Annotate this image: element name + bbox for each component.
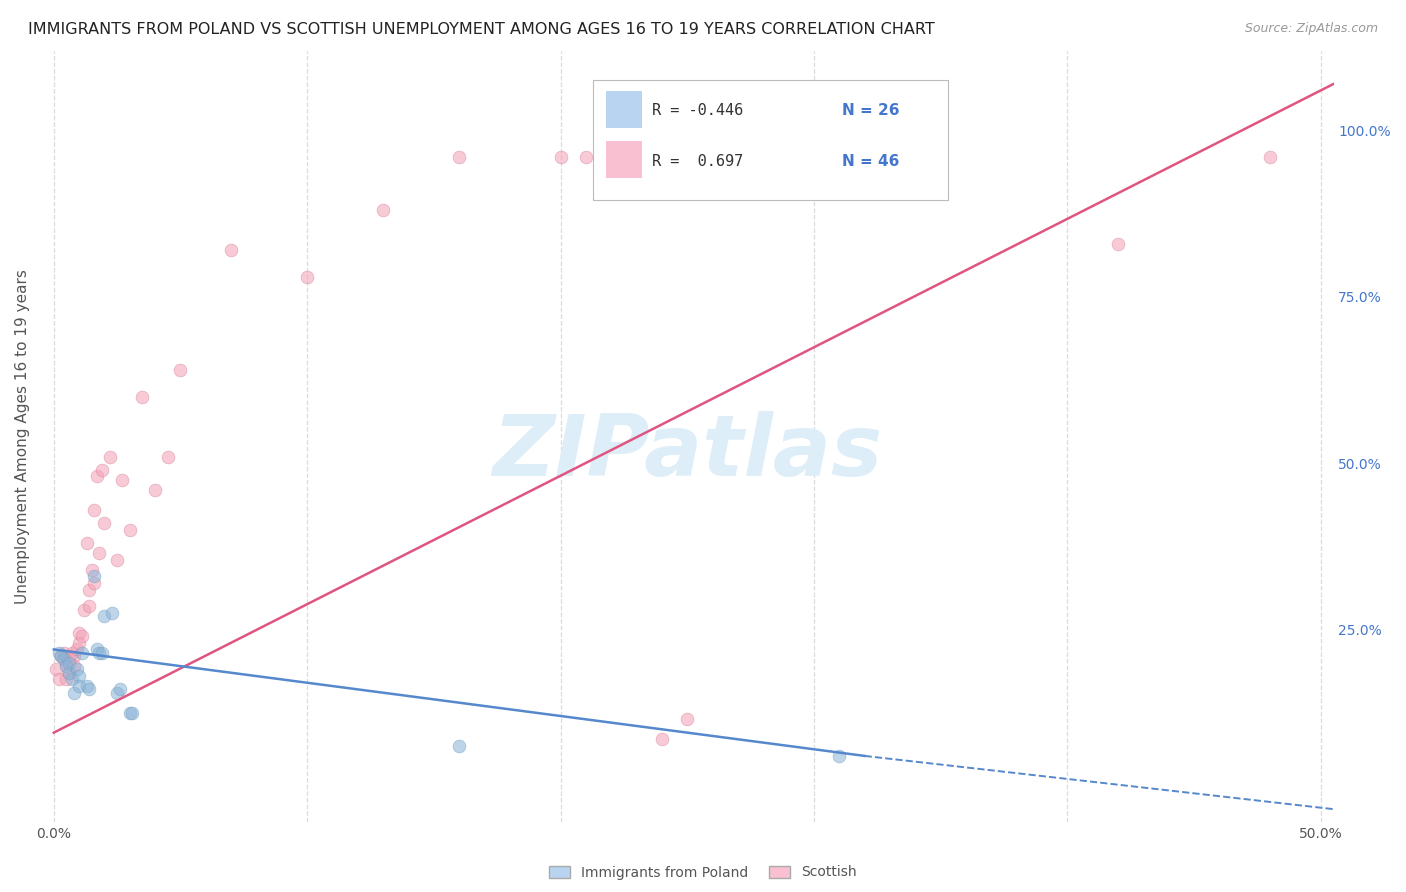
Point <box>121 706 143 720</box>
Point <box>67 625 90 640</box>
Point <box>52 652 75 666</box>
Point <box>143 483 166 497</box>
Point <box>651 732 673 747</box>
Point <box>295 269 318 284</box>
Point <box>60 646 83 660</box>
Point <box>48 646 70 660</box>
Point <box>111 473 134 487</box>
Point <box>89 646 111 660</box>
Point <box>101 606 124 620</box>
Point <box>626 150 648 164</box>
Y-axis label: Unemployment Among Ages 16 to 19 years: Unemployment Among Ages 16 to 19 years <box>15 269 30 604</box>
Point <box>131 390 153 404</box>
Point <box>77 599 100 614</box>
Point <box>58 665 80 680</box>
Point <box>676 712 699 726</box>
Point <box>373 203 395 218</box>
Point <box>58 656 80 670</box>
Point <box>93 609 115 624</box>
Point <box>108 682 131 697</box>
Point <box>105 552 128 566</box>
Point <box>76 679 98 693</box>
Point <box>51 649 73 664</box>
Point <box>58 665 80 680</box>
Bar <box>606 141 643 178</box>
Point <box>118 523 141 537</box>
Point <box>77 582 100 597</box>
Point <box>80 563 103 577</box>
Point <box>45 662 67 676</box>
Point <box>1107 236 1129 251</box>
Legend: Immigrants from Poland, Scottish: Immigrants from Poland, Scottish <box>544 860 862 885</box>
Point <box>58 652 80 666</box>
Point <box>77 682 100 697</box>
Point <box>63 649 86 664</box>
Point <box>93 516 115 530</box>
Point <box>90 463 112 477</box>
Point <box>575 150 598 164</box>
Point <box>60 673 83 687</box>
Point <box>118 706 141 720</box>
Point <box>55 656 77 670</box>
Point <box>89 546 111 560</box>
Text: N = 26: N = 26 <box>842 103 900 118</box>
Point <box>70 646 93 660</box>
Point <box>105 686 128 700</box>
Point <box>828 150 851 164</box>
Point <box>86 642 108 657</box>
Point <box>55 673 77 687</box>
Point <box>83 569 105 583</box>
Point <box>73 602 96 616</box>
Point <box>48 673 70 687</box>
Point <box>76 536 98 550</box>
Point <box>63 686 86 700</box>
Text: ZIPatlas: ZIPatlas <box>492 410 883 493</box>
FancyBboxPatch shape <box>593 80 949 200</box>
Point <box>70 629 93 643</box>
Text: R =  0.697: R = 0.697 <box>652 153 744 169</box>
Text: Source: ZipAtlas.com: Source: ZipAtlas.com <box>1244 22 1378 36</box>
Point <box>67 636 90 650</box>
Point <box>449 739 471 753</box>
Point <box>52 646 75 660</box>
Point <box>51 649 73 664</box>
Point <box>98 450 121 464</box>
Point <box>65 662 87 676</box>
Point <box>550 150 572 164</box>
Point <box>83 502 105 516</box>
Point <box>156 450 179 464</box>
Point <box>169 363 191 377</box>
Point <box>219 244 242 258</box>
Text: R = -0.446: R = -0.446 <box>652 103 744 118</box>
Point <box>90 646 112 660</box>
Point <box>828 748 851 763</box>
Text: N = 46: N = 46 <box>842 153 900 169</box>
Bar <box>606 91 643 128</box>
Point <box>83 576 105 591</box>
Point <box>86 469 108 483</box>
Point <box>63 659 86 673</box>
Point <box>1258 150 1281 164</box>
Point <box>67 669 90 683</box>
Point <box>55 659 77 673</box>
Point <box>65 642 87 657</box>
Point <box>67 679 90 693</box>
Text: IMMIGRANTS FROM POLAND VS SCOTTISH UNEMPLOYMENT AMONG AGES 16 TO 19 YEARS CORREL: IMMIGRANTS FROM POLAND VS SCOTTISH UNEMP… <box>28 22 935 37</box>
Point <box>449 150 471 164</box>
